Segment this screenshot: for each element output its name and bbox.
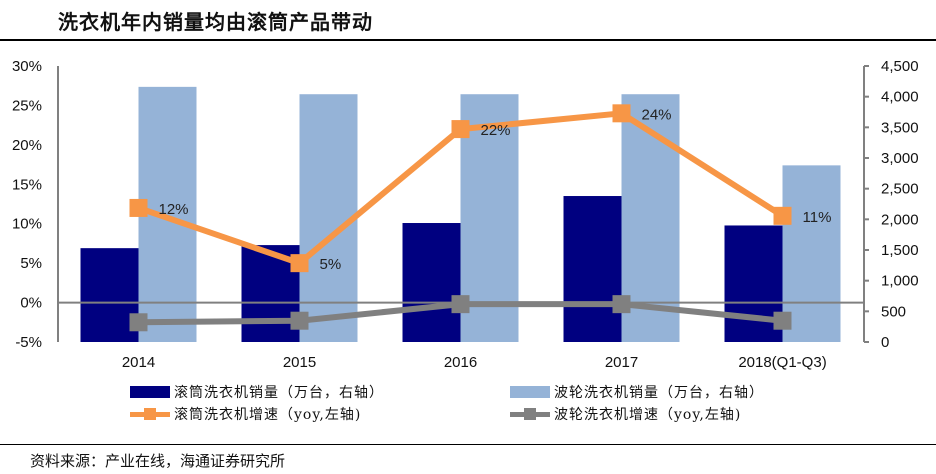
legend-label: 波轮洗衣机销量（万台，右轴） [554, 385, 764, 401]
legend-label: 波轮洗衣机增速（yoy,左轴) [554, 407, 742, 423]
right-tick-label: 2,500 [881, 181, 919, 198]
marker-drum-growth-4 [773, 206, 792, 225]
x-tick-label: 2016 [444, 354, 477, 371]
marker-pulsator-growth-3 [612, 295, 631, 314]
right-tick-label: 4,000 [881, 89, 919, 106]
label-layer: 12% 5% 22% 24% 11% [159, 106, 832, 273]
line-layer [129, 104, 792, 332]
legend-item-pulsator-growth: 波轮洗衣机增速（yoy,左轴) [510, 404, 741, 424]
left-tick-label: 10% [12, 216, 42, 233]
marker-drum-growth-2 [451, 120, 470, 139]
data-label-drum-growth: 11% [803, 209, 832, 226]
bottom-divider [0, 444, 936, 445]
legend-item-pulsator-sales: 波轮洗衣机销量（万台，右轴） [510, 382, 764, 402]
left-tick-label: 5% [20, 255, 42, 272]
legend-swatch-drum-sales [130, 386, 170, 398]
bar-pulsator-1 [299, 94, 358, 342]
right-tick-label: 2,000 [881, 211, 919, 228]
x-tick-label: 2017 [605, 354, 638, 371]
right-tick-label: 3,500 [881, 119, 919, 136]
marker-drum-growth-1 [290, 254, 309, 273]
axes-layer: 30% 25% 20% 15% 10% 5% 0% -5% 4,500 4,000 3,500 3,0… [12, 58, 919, 371]
marker-pulsator-growth-2 [451, 295, 470, 314]
left-tick-label: 20% [12, 137, 42, 154]
right-tick-label: 1,500 [881, 242, 919, 259]
marker-drum-growth-3 [612, 104, 631, 123]
top-divider [0, 39, 936, 41]
marker-pulsator-growth-0 [129, 313, 148, 332]
left-tick-label: -5% [15, 334, 42, 351]
left-tick-label: 25% [12, 97, 42, 114]
right-tick-label: 4,500 [881, 58, 919, 75]
bar-drum-0 [80, 248, 139, 342]
x-tick-label: 2014 [122, 354, 155, 371]
data-label-drum-growth: 22% [481, 122, 511, 139]
left-tick-label: 0% [20, 295, 42, 312]
x-tick-label: 2015 [283, 354, 316, 371]
source-note: 资料来源：产业在线，海通证券研究所 [30, 452, 286, 470]
bar-pulsator-3 [621, 94, 680, 342]
right-tick-label: 3,000 [881, 150, 919, 167]
data-label-drum-growth: 12% [159, 201, 189, 218]
marker-drum-growth-0 [129, 198, 148, 217]
left-tick-label: 30% [12, 58, 42, 75]
x-tick-label: 2018(Q1-Q3) [738, 354, 826, 371]
legend-item-drum-growth: 滚筒洗衣机增速（yoy,左轴) [130, 404, 361, 424]
legend-item-drum-sales: 滚筒洗衣机销量（万台，右轴） [130, 382, 384, 402]
right-tick-label: 0 [881, 334, 889, 351]
legend-swatch-pulsator-sales [510, 386, 550, 398]
data-label-drum-growth: 5% [320, 256, 342, 273]
marker-pulsator-growth-1 [290, 311, 309, 330]
right-tick-label: 500 [881, 303, 906, 320]
left-tick-label: 15% [12, 176, 42, 193]
chart-title: 洗衣机年内销量均由滚筒产品带动 [58, 10, 373, 34]
data-label-drum-growth: 24% [642, 106, 672, 123]
legend: 滚筒洗衣机销量（万台，右轴） 波轮洗衣机销量（万台，右轴） 滚筒洗衣机增速（yo… [130, 382, 810, 432]
legend-swatch-pulsator-growth [510, 408, 550, 420]
bar-pulsator-4 [782, 165, 841, 342]
legend-label: 滚筒洗衣机销量（万台，右轴） [174, 385, 384, 401]
bar-drum-3 [563, 196, 622, 342]
bar-drum-2 [402, 223, 461, 342]
marker-pulsator-growth-4 [773, 311, 792, 330]
chart-canvas: 30% 25% 20% 15% 10% 5% 0% -5% 4,500 4,000 3,500 3,0… [12, 58, 919, 371]
legend-swatch-drum-growth [130, 408, 170, 420]
bar-layer [80, 86, 841, 342]
bar-pulsator-2 [460, 94, 519, 342]
legend-label: 滚筒洗衣机增速（yoy,左轴) [174, 407, 362, 423]
right-tick-label: 1,000 [881, 273, 919, 290]
